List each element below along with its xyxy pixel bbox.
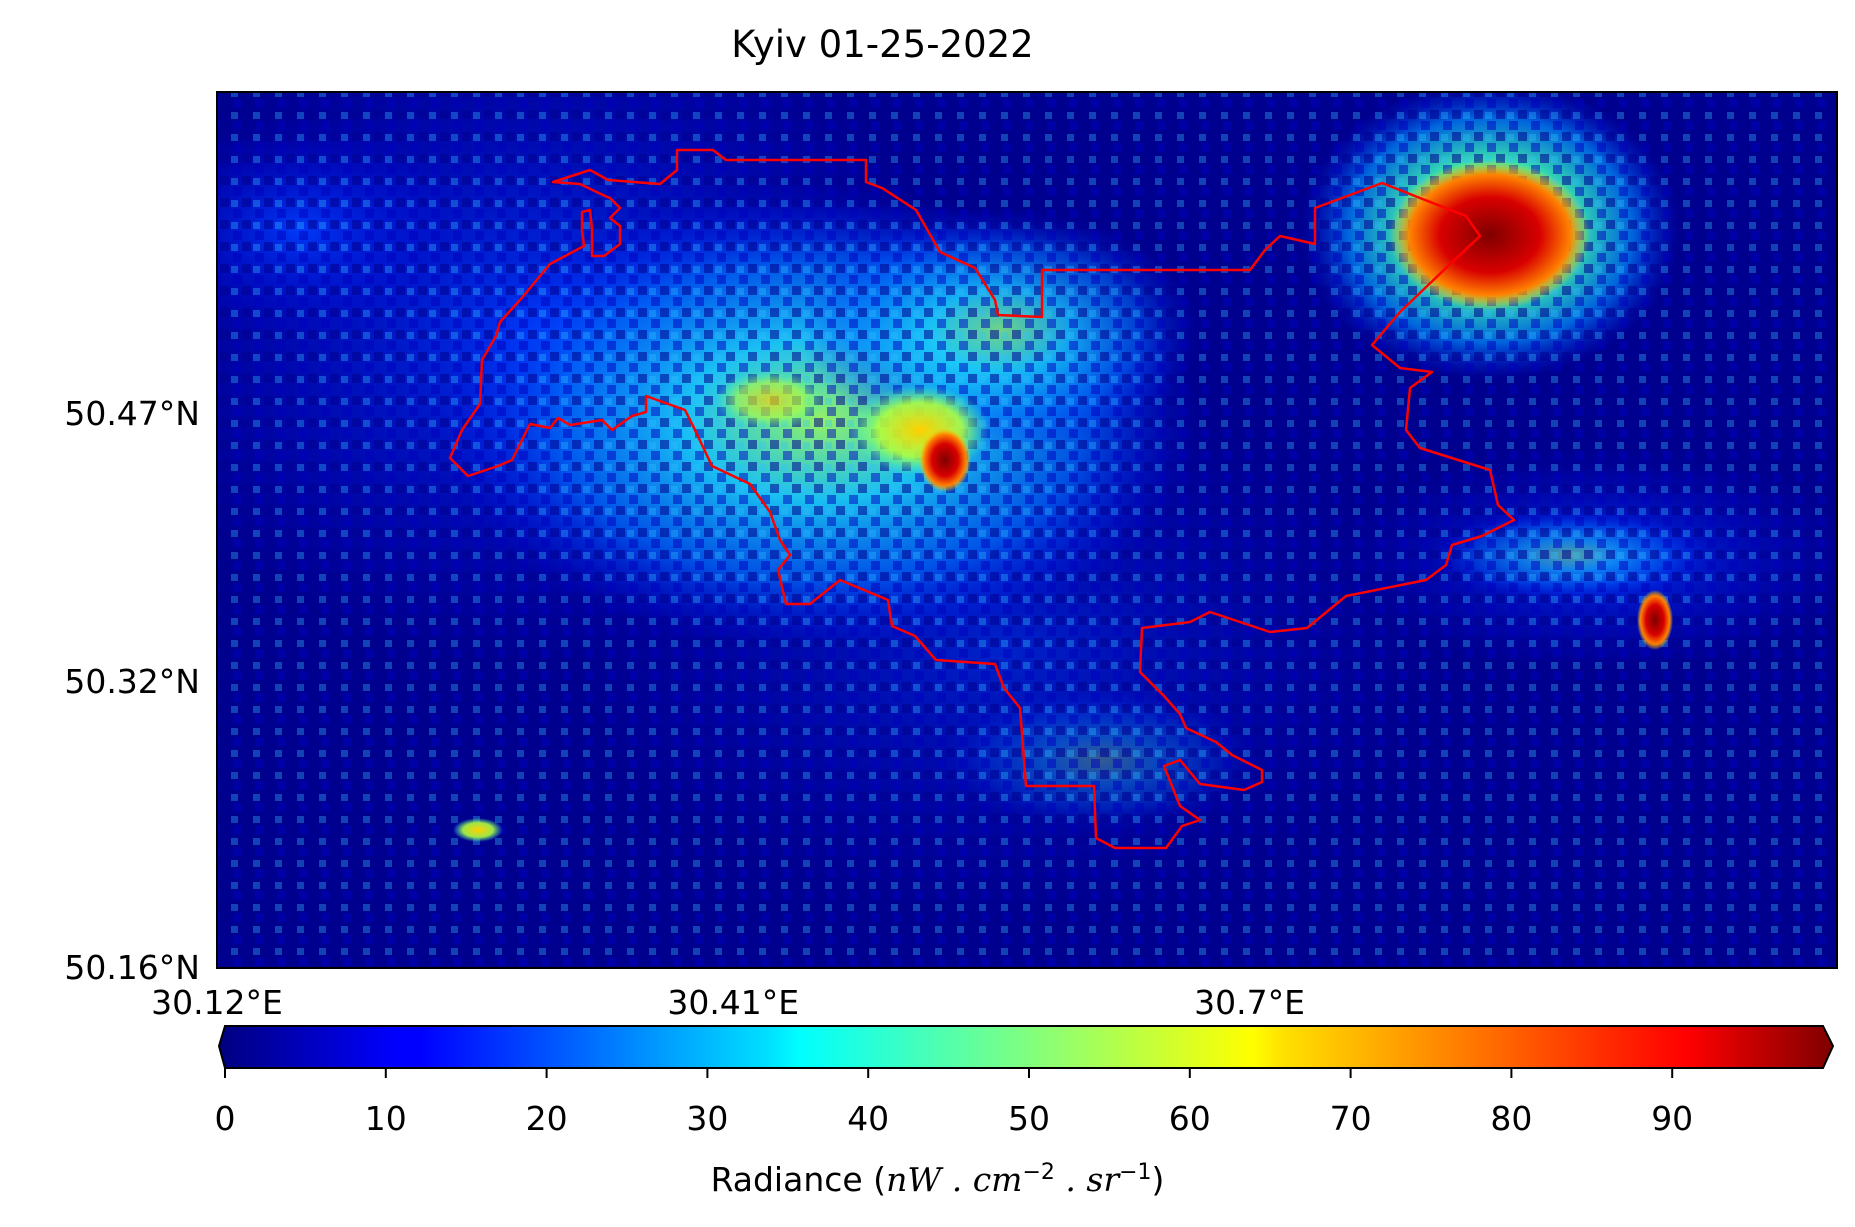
colorbar-label-exp1: −2 <box>1022 1160 1055 1185</box>
colorbar-bar <box>217 1025 1835 1069</box>
colorbar-tick-label: 60 <box>1168 1099 1211 1138</box>
colorbar-ticks <box>224 1068 1674 1078</box>
colorbar-label-mid: . sr <box>1054 1160 1120 1199</box>
colorbar-tick-label: 20 <box>525 1099 568 1138</box>
x-tick-label: 30.41°E <box>667 983 800 1022</box>
y-tick-label: 50.32°N <box>64 661 200 701</box>
colorbar-tick-label: 0 <box>214 1099 236 1138</box>
radiance-raster <box>217 92 1837 968</box>
y-tick-label: 50.47°N <box>64 393 200 433</box>
colorbar-tick-label: 50 <box>1008 1099 1050 1138</box>
colorbar-label-unit: nW . cm <box>886 1160 1023 1199</box>
colorbar-tick-label: 40 <box>847 1099 890 1138</box>
y-tick-label: 50.16°N <box>64 948 200 987</box>
colorbar-tick-label: 90 <box>1651 1099 1694 1138</box>
x-tick-label: 30.12°E <box>151 983 283 1022</box>
colorbar-tick-label: 70 <box>1329 1099 1372 1138</box>
colorbar-label: Radiance (nW . cm−2 . sr−1) <box>0 1160 1855 1199</box>
chart-title: Kyiv 01-25-2022 <box>731 23 1034 66</box>
colorbar-label-exp2: −1 <box>1119 1160 1152 1185</box>
colorbar-label-prefix: Radiance ( <box>710 1160 887 1199</box>
plot-frame <box>216 91 1838 969</box>
colorbar-tick-label: 10 <box>364 1099 407 1138</box>
colorbar-tick-label: 30 <box>686 1099 729 1138</box>
city-boundary <box>448 148 1516 850</box>
x-tick-label: 30.7°E <box>1194 983 1305 1022</box>
colorbar <box>217 1025 1835 1078</box>
colorbar-label-suffix: ) <box>1151 1160 1165 1199</box>
colorbar-tick-label: 80 <box>1490 1099 1533 1138</box>
